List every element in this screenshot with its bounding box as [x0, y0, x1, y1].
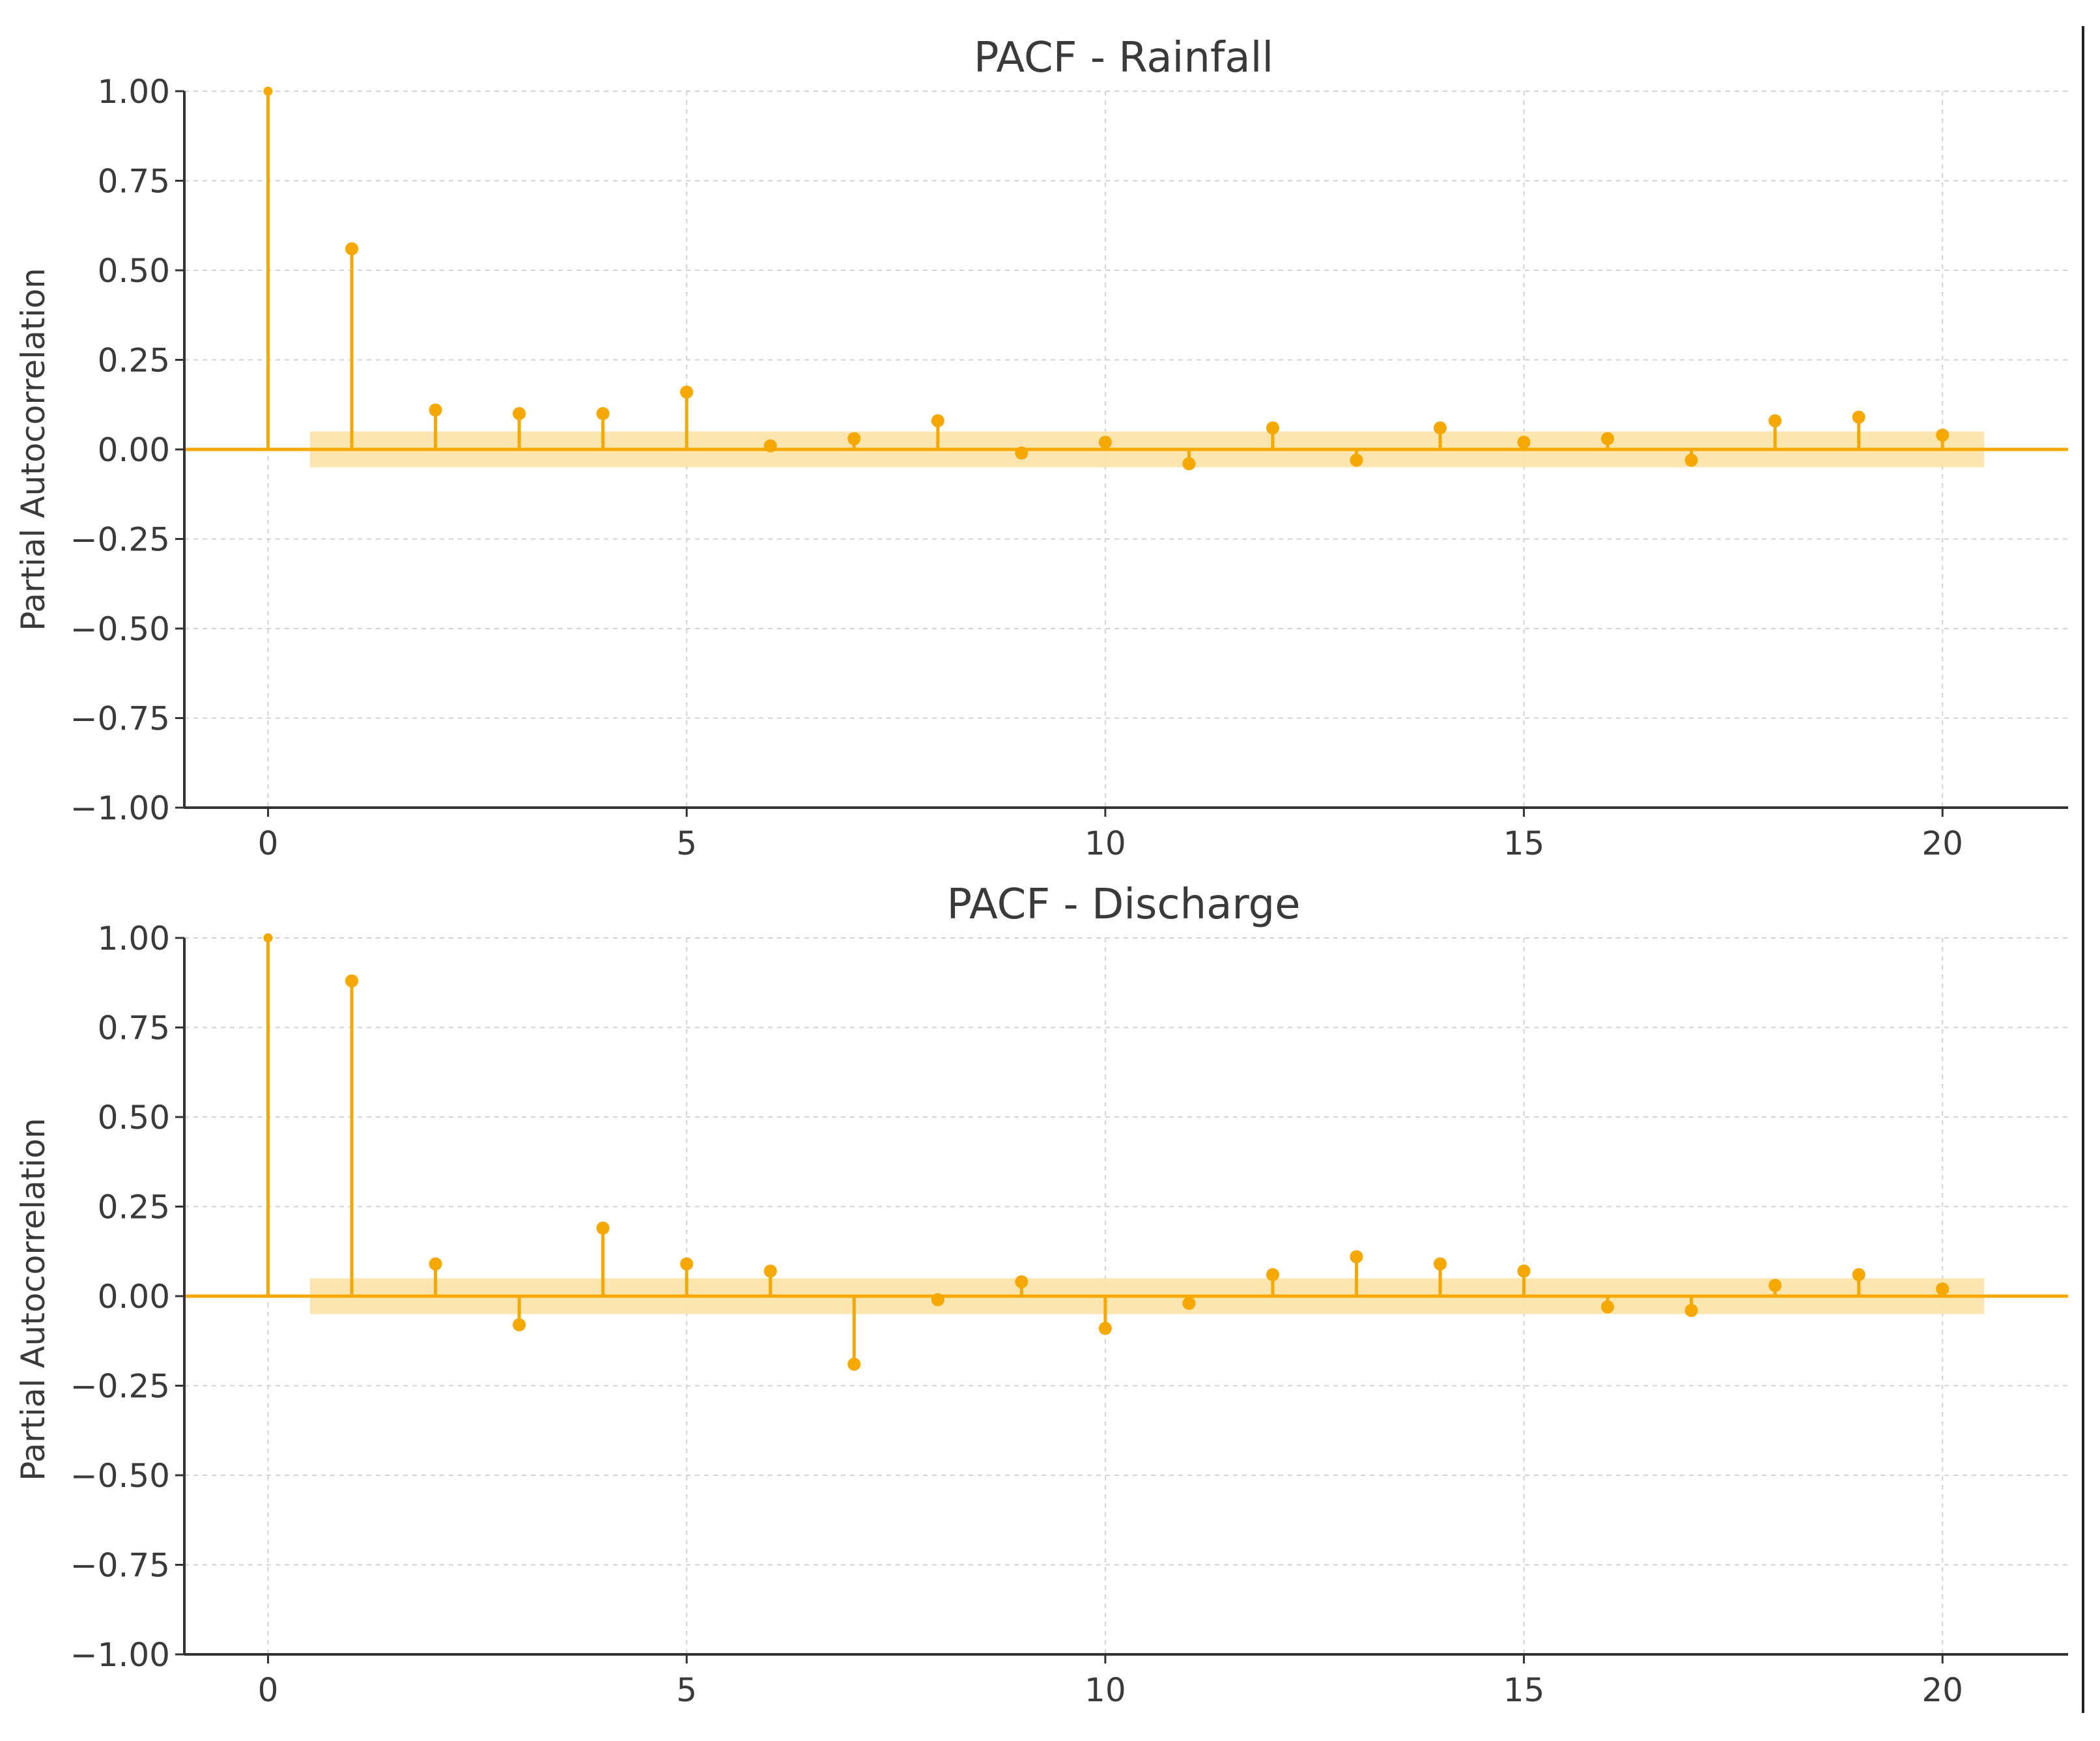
- rainfall-y-tick-label: 1.00: [98, 73, 170, 111]
- rainfall-marker-lag-14: [1434, 421, 1447, 434]
- rainfall-y-tick-label: −0.25: [70, 521, 170, 559]
- rainfall-y-tick-label: −1.00: [70, 789, 170, 827]
- discharge-y-tick-label: −0.25: [70, 1368, 170, 1406]
- discharge-pacf-panel: PACF - Discharge Partial Autocorrelation…: [14, 881, 2068, 1709]
- rainfall-marker-lag-8: [931, 414, 944, 427]
- discharge-marker-lag-20: [1936, 1282, 1950, 1295]
- rainfall-x-tick-label: 5: [676, 825, 697, 862]
- rainfall-marker-lag-5: [680, 386, 694, 399]
- discharge-y-tick-label: 0.50: [98, 1099, 170, 1137]
- discharge-chart-title: PACF - Discharge: [947, 881, 1301, 929]
- rainfall-x-tick-label: 15: [1503, 825, 1545, 862]
- rainfall-x-tick-label: 20: [1922, 825, 1963, 862]
- discharge-marker-lag-0: [263, 933, 273, 942]
- discharge-x-tick-label: 0: [258, 1671, 279, 1709]
- rainfall-marker-lag-6: [763, 439, 777, 453]
- discharge-y-tick-label: 0.00: [98, 1278, 170, 1316]
- discharge-y-tick-label: 0.25: [98, 1189, 170, 1226]
- rainfall-marker-lag-18: [1768, 414, 1782, 427]
- discharge-marker-lag-9: [1015, 1275, 1029, 1288]
- rainfall-marker-lag-2: [429, 403, 442, 417]
- discharge-marker-lag-11: [1182, 1297, 1196, 1310]
- discharge-marker-lag-14: [1434, 1257, 1447, 1271]
- discharge-marker-lag-1: [345, 974, 359, 987]
- discharge-marker-lag-4: [596, 1221, 610, 1235]
- discharge-y-tick-label: −0.75: [70, 1547, 170, 1585]
- rainfall-x-tick-label: 0: [258, 825, 279, 862]
- discharge-x-tick-label: 20: [1922, 1671, 1963, 1709]
- discharge-marker-lag-13: [1350, 1250, 1363, 1264]
- discharge-marker-lag-19: [1852, 1268, 1866, 1281]
- discharge-marker-lag-7: [847, 1357, 861, 1371]
- rainfall-marker-lag-12: [1266, 421, 1279, 434]
- rainfall-y-tick-label: −0.75: [70, 700, 170, 738]
- rainfall-marker-lag-1: [345, 242, 359, 255]
- discharge-marker-lag-17: [1684, 1304, 1698, 1317]
- discharge-x-tick-label: 15: [1503, 1671, 1545, 1709]
- rainfall-marker-lag-10: [1098, 436, 1112, 449]
- discharge-marker-lag-12: [1266, 1268, 1279, 1281]
- discharge-marker-lag-6: [763, 1264, 777, 1278]
- rainfall-y-tick-label: −0.50: [70, 610, 170, 648]
- rainfall-y-tick-label: 0.00: [98, 431, 170, 469]
- rainfall-pacf-panel: PACF - Rainfall Partial Autocorrelation …: [14, 34, 2068, 862]
- discharge-y-tick-label: −0.50: [70, 1457, 170, 1495]
- rainfall-marker-lag-16: [1601, 432, 1615, 446]
- rainfall-x-tick-label: 10: [1085, 825, 1126, 862]
- rainfall-marker-lag-3: [513, 407, 526, 420]
- rainfall-y-tick-label: 0.75: [98, 163, 170, 201]
- discharge-y-axis-label: Partial Autocorrelation: [14, 1118, 52, 1480]
- rainfall-marker-lag-0: [263, 87, 273, 96]
- rainfall-marker-lag-19: [1852, 410, 1866, 424]
- discharge-marker-lag-5: [680, 1257, 694, 1271]
- discharge-x-tick-label: 10: [1085, 1671, 1126, 1709]
- rainfall-y-tick-label: 0.25: [98, 342, 170, 380]
- rainfall-marker-lag-13: [1350, 453, 1363, 467]
- rainfall-y-tick-label: 0.50: [98, 252, 170, 290]
- rainfall-chart-title: PACF - Rainfall: [974, 34, 1273, 82]
- discharge-marker-lag-8: [931, 1293, 944, 1307]
- rainfall-marker-lag-11: [1182, 457, 1196, 470]
- discharge-marker-lag-18: [1768, 1279, 1782, 1292]
- discharge-marker-lag-16: [1601, 1300, 1615, 1314]
- discharge-x-tick-label: 5: [676, 1671, 697, 1709]
- discharge-marker-lag-2: [429, 1257, 442, 1271]
- rainfall-marker-lag-15: [1517, 436, 1531, 449]
- rainfall-marker-lag-7: [847, 432, 861, 446]
- discharge-marker-lag-3: [513, 1318, 526, 1331]
- rainfall-marker-lag-17: [1684, 453, 1698, 467]
- discharge-y-tick-label: 0.75: [98, 1010, 170, 1047]
- discharge-marker-lag-15: [1517, 1264, 1531, 1278]
- discharge-marker-lag-10: [1098, 1322, 1112, 1335]
- rainfall-marker-lag-4: [596, 407, 610, 420]
- rainfall-marker-lag-9: [1015, 446, 1029, 460]
- rainfall-y-axis-label: Partial Autocorrelation: [14, 268, 52, 630]
- discharge-y-tick-label: 1.00: [98, 920, 170, 957]
- rainfall-marker-lag-20: [1936, 429, 1950, 442]
- discharge-y-tick-label: −1.00: [70, 1636, 170, 1674]
